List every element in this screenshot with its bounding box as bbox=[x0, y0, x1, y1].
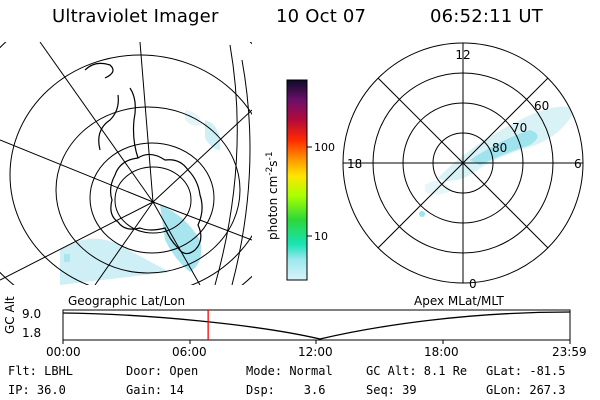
colorbar-tick-label-100: 100 bbox=[314, 141, 335, 154]
meridian-lines bbox=[0, 42, 252, 285]
mlt-label-6: 6 bbox=[574, 157, 582, 171]
altitude-curve bbox=[62, 311, 571, 340]
info-glat: GLat: -81.5 bbox=[486, 364, 566, 378]
info-mode: Mode: Normal bbox=[246, 364, 333, 378]
colorbar-tick-label-10: 10 bbox=[314, 230, 328, 243]
mlat-label-60: 60 bbox=[534, 99, 549, 113]
mlat-label-80: 80 bbox=[492, 141, 507, 155]
timeline-xtick-0000: 00:00 bbox=[46, 345, 81, 359]
timeline-ytick-9: 9.0 bbox=[22, 307, 42, 321]
mlt-label-18: 18 bbox=[347, 157, 362, 171]
timeline-ylabel: GC Alt bbox=[3, 296, 17, 334]
aurora-emission-left bbox=[60, 110, 221, 285]
polar-plot: 12 18 6 0 60 70 80 bbox=[342, 42, 584, 291]
timeline-xtick-1200: 12:00 bbox=[298, 345, 333, 359]
colorbar-unit-label: photon cm-2s-1 bbox=[265, 151, 280, 240]
aurora-emission-right bbox=[419, 106, 575, 217]
mlt-label-0: 0 bbox=[469, 277, 477, 291]
info-glon: GLon: 267.3 bbox=[486, 383, 566, 397]
left-panel-label: Geographic Lat/Lon bbox=[68, 294, 186, 308]
altitude-timeline bbox=[62, 309, 571, 344]
info-door: Door: Open bbox=[126, 364, 199, 378]
mlat-label-70: 70 bbox=[512, 121, 527, 135]
header-date: 10 Oct 07 bbox=[276, 6, 367, 27]
info-filter: Flt: LBHL bbox=[8, 364, 74, 378]
timeline-xtick-0600: 06:00 bbox=[172, 345, 207, 359]
outer-arcs bbox=[214, 44, 251, 285]
info-dsp: Dsp: 3.6 bbox=[246, 383, 326, 397]
info-ip: IP: 36.0 bbox=[8, 383, 66, 397]
geographic-map bbox=[0, 42, 252, 285]
polar-grid bbox=[342, 42, 584, 284]
info-seq: Seq: 39 bbox=[366, 383, 417, 397]
right-panel-label: Apex MLat/MLT bbox=[414, 294, 504, 308]
timeline-ytick-1.8: 1.8 bbox=[22, 326, 42, 340]
header-title: Ultraviolet Imager bbox=[52, 6, 219, 27]
info-gc-alt: GC Alt: 8.1 Re bbox=[366, 364, 468, 378]
mlt-label-12: 12 bbox=[455, 48, 470, 62]
info-gain: Gain: 14 bbox=[126, 383, 184, 397]
latitude-circles bbox=[0, 42, 252, 285]
timeline-xtick-2359: 23:59 bbox=[552, 345, 587, 359]
colorbar: 100 10 photon cm-2s-1 bbox=[265, 79, 335, 281]
header-time: 06:52:11 UT bbox=[430, 6, 543, 27]
continent-outline bbox=[84, 62, 203, 255]
timeline-xtick-1800: 18:00 bbox=[424, 345, 459, 359]
